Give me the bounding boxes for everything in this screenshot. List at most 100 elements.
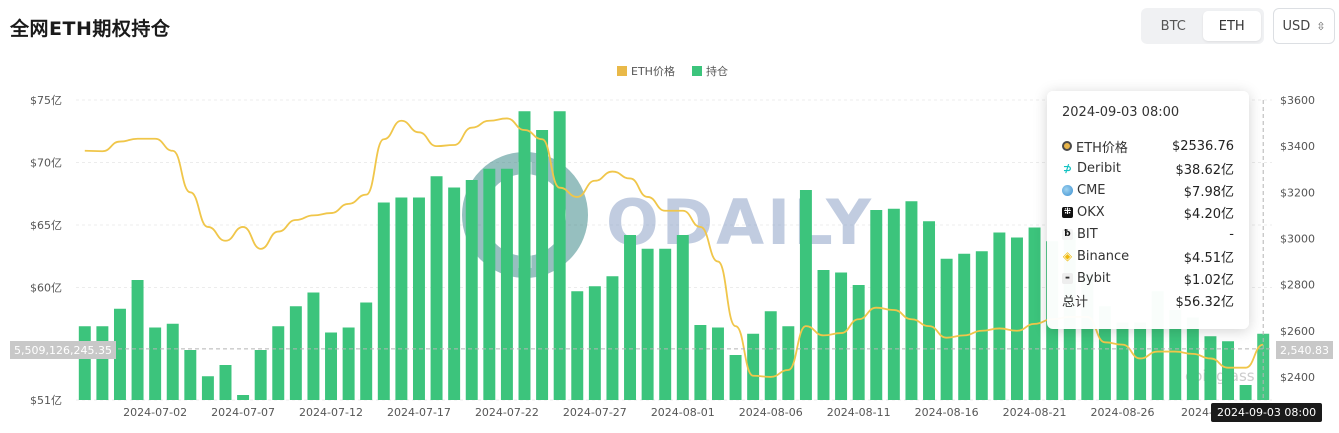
oi-bar[interactable] <box>201 376 214 400</box>
oi-bar[interactable] <box>1186 317 1199 401</box>
oi-bar[interactable] <box>1010 237 1023 401</box>
oi-bar[interactable] <box>412 197 425 401</box>
oi-bar[interactable] <box>958 253 971 400</box>
oi-bar[interactable] <box>131 280 144 400</box>
oi-bar[interactable] <box>465 180 478 400</box>
oi-bar[interactable] <box>624 235 637 400</box>
oi-bar[interactable] <box>1239 385 1252 400</box>
asset-toggle: BTC ETH <box>1141 8 1264 44</box>
left-axis-tick: $51亿 <box>30 394 62 407</box>
oi-bar[interactable] <box>1151 291 1164 400</box>
oi-bar[interactable] <box>711 327 724 401</box>
oi-bar[interactable] <box>237 395 250 400</box>
oi-bar[interactable] <box>254 350 267 400</box>
x-axis-tick: 2024-08-01 <box>651 406 715 419</box>
oi-bar[interactable] <box>1222 341 1235 400</box>
oi-bar[interactable] <box>1204 336 1217 400</box>
right-axis-tick: $3000 <box>1280 232 1315 245</box>
oi-bar[interactable] <box>1098 306 1111 400</box>
oi-bar[interactable] <box>395 197 408 401</box>
oi-bar[interactable] <box>149 327 162 401</box>
oi-bar[interactable] <box>588 286 601 400</box>
oi-bar[interactable] <box>325 332 338 401</box>
oi-bar[interactable] <box>1081 273 1094 400</box>
tooltip-value: $1.02亿 <box>1183 272 1234 288</box>
oi-bar[interactable] <box>747 333 760 400</box>
oi-bar[interactable] <box>430 176 443 400</box>
oi-bar[interactable] <box>307 292 320 401</box>
oi-bar[interactable] <box>870 210 883 400</box>
oi-bar[interactable] <box>729 355 742 400</box>
brand-watermark-text: coinglass <box>1185 367 1255 385</box>
oi-bar[interactable] <box>571 291 584 400</box>
tooltip-label: BIT <box>1077 226 1098 242</box>
oi-bar[interactable] <box>500 168 513 400</box>
oi-bar[interactable] <box>606 276 619 400</box>
oi-bar[interactable] <box>676 235 689 400</box>
oi-bar[interactable] <box>799 190 812 400</box>
oi-bar[interactable] <box>852 285 865 400</box>
x-axis-tick: 2024-08-21 <box>1003 406 1067 419</box>
tooltip-total-label: 总计 <box>1062 294 1089 310</box>
oi-bar[interactable] <box>1028 227 1041 401</box>
oi-bar[interactable] <box>219 365 232 400</box>
oi-bar[interactable] <box>659 248 672 400</box>
tooltip-label: ETH价格 <box>1076 140 1128 156</box>
oi-bar[interactable] <box>923 221 936 400</box>
oi-bar[interactable] <box>342 327 355 401</box>
oi-bar[interactable] <box>272 326 285 400</box>
oi-bar[interactable] <box>641 248 654 400</box>
cme-icon <box>1062 184 1073 196</box>
eth-tab[interactable]: ETH <box>1202 11 1261 41</box>
right-axis-tick: $2800 <box>1280 279 1315 292</box>
oi-bar[interactable] <box>78 326 91 400</box>
oi-bar[interactable] <box>184 350 197 400</box>
oi-bar[interactable] <box>694 325 707 400</box>
oi-bar[interactable] <box>289 306 302 400</box>
oi-bar[interactable] <box>536 130 549 400</box>
oi-bar[interactable] <box>764 311 777 400</box>
x-axis-tick: 2024-07-07 <box>211 406 275 419</box>
currency-select[interactable]: USD ⇳ <box>1273 8 1335 44</box>
okx-icon: ⁜ <box>1062 206 1073 218</box>
x-axis-tick: 2024-08-26 <box>1091 406 1155 419</box>
oi-bar[interactable] <box>1134 322 1147 401</box>
oi-bar[interactable] <box>448 187 461 401</box>
bybit-icon: ▬ <box>1062 272 1073 284</box>
legend-price-label[interactable]: ETH价格 <box>631 64 675 78</box>
tooltip: 2024-09-03 08:00 ETH价格 $2536.76 ⊅ Deribi… <box>1047 91 1249 329</box>
oi-bar[interactable] <box>96 326 109 400</box>
tooltip-row: ETH价格 $2536.76 <box>1062 135 1234 157</box>
oi-bar[interactable] <box>975 251 988 400</box>
bit-icon: ƀ <box>1062 228 1073 240</box>
oi-bar[interactable] <box>377 202 390 401</box>
oi-bar[interactable] <box>835 272 848 401</box>
tooltip-row: ▬ Bybit $1.02亿 <box>1062 267 1234 289</box>
oi-bar[interactable] <box>782 326 795 400</box>
oi-bar[interactable] <box>166 323 179 400</box>
tooltip-time: 2024-09-03 08:00 <box>1062 105 1180 120</box>
tooltip-value: $2536.76 <box>1171 138 1234 154</box>
tooltip-label: Deribit <box>1077 160 1121 176</box>
crosshair-x-value: 2024-09-03 08:00 <box>1211 403 1323 422</box>
btc-tab[interactable]: BTC <box>1160 18 1186 34</box>
oi-bar[interactable] <box>113 308 126 400</box>
oi-bar[interactable] <box>887 208 900 400</box>
legend: ETH价格 持仓 <box>617 64 728 78</box>
oi-bar[interactable] <box>518 111 531 400</box>
tooltip-total-value: $56.32亿 <box>1175 294 1235 310</box>
oi-bar[interactable] <box>553 111 566 400</box>
oi-bar[interactable] <box>1169 310 1182 400</box>
tooltip-label: CME <box>1077 182 1106 198</box>
oi-bar[interactable] <box>940 258 953 400</box>
left-axis-tick: $75亿 <box>30 94 62 107</box>
oi-bar[interactable] <box>905 201 918 400</box>
oi-bar[interactable] <box>993 232 1006 401</box>
oi-bar[interactable] <box>483 168 496 400</box>
tooltip-label: OKX <box>1077 204 1105 220</box>
oi-bar[interactable] <box>1116 322 1129 401</box>
tooltip-row: 总计 $56.32亿 <box>1062 289 1234 311</box>
legend-oi-label[interactable]: 持仓 <box>706 64 728 78</box>
tooltip-row: ◈ Binance $4.51亿 <box>1062 245 1234 267</box>
oi-bar[interactable] <box>360 302 373 401</box>
